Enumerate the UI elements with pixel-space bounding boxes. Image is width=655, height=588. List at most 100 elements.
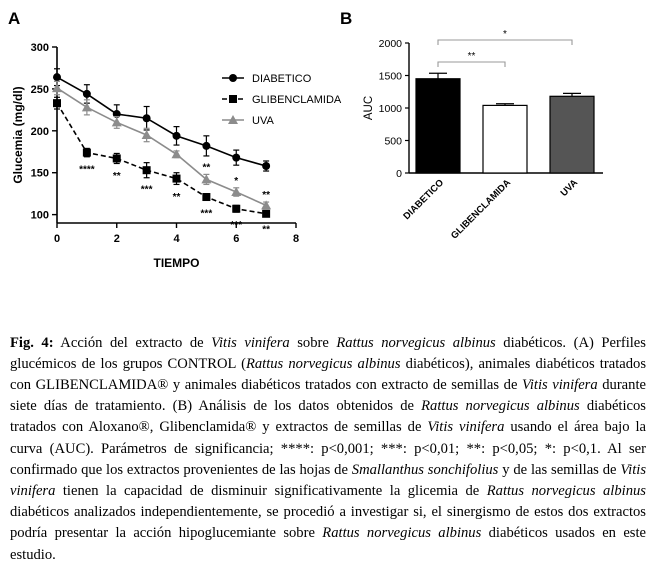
data-point — [81, 102, 92, 112]
data-point — [52, 83, 62, 93]
category-label: GLIBENCLAMIDA — [449, 177, 513, 241]
caption-text: diabéticos), animales diabéticos tratado… — [10, 355, 646, 393]
significance-label: ** — [113, 171, 121, 182]
data-point — [202, 193, 211, 202]
significance-label: ** — [262, 190, 270, 201]
caption-figure-label: Fig. 4: — [10, 334, 54, 351]
x-tick-label: 2 — [114, 233, 120, 245]
legend-marker — [228, 115, 238, 124]
x-tick-label: 8 — [293, 233, 299, 245]
category-label: UVA — [559, 177, 581, 199]
caption-text: durante siete días de tratamiento. (B) A… — [10, 377, 646, 415]
caption-italic-text: Vitis vinifera — [211, 334, 290, 351]
bar-uva — [549, 95, 595, 174]
caption-italic-text: Vitis vinifera — [522, 377, 598, 393]
x-tick-label: 4 — [173, 233, 180, 245]
panel-b-bar-chart: 0 500 1000 1500 2000 AUC DIABETICO GLIBENCLAMID… — [363, 29, 603, 241]
significance-label: ** — [468, 51, 476, 62]
figure-caption: Fig. 4: Acción del extracto de Vitis vin… — [10, 333, 646, 566]
y-tick-label: 1500 — [379, 71, 403, 83]
data-point — [82, 148, 91, 157]
y-tick-label: 2000 — [379, 38, 403, 50]
caption-italic-text: Vitis vinifera — [10, 461, 647, 500]
significance-label: ** — [262, 225, 270, 236]
significance-label: * — [503, 29, 507, 40]
significance-label: *** — [141, 185, 153, 196]
significance-label: *** — [230, 220, 242, 231]
x-tick-label: 6 — [233, 233, 239, 245]
series-glibenclamida: ***************** ** — [53, 96, 271, 236]
data-point — [82, 89, 91, 98]
caption-text: diabéticos tratados con Aloxano®, Gliben… — [10, 398, 646, 436]
significance-label: *** — [201, 208, 213, 219]
data-point — [232, 153, 241, 162]
data-point — [171, 149, 182, 159]
caption-text: Acción del extracto de — [53, 334, 212, 351]
data-point — [262, 162, 271, 171]
significance-bracket — [437, 61, 506, 67]
caption-italic-text: Smallanthus sonchifolius — [351, 461, 499, 478]
y-tick-label: 500 — [384, 136, 402, 148]
data-point — [201, 174, 212, 184]
bar-diabetico — [415, 78, 461, 174]
data-point — [112, 154, 121, 163]
series-line — [56, 76, 267, 167]
significance-label: ** — [202, 162, 210, 173]
significance-label: **** — [79, 165, 95, 176]
y-tick-label: 150 — [31, 168, 49, 180]
caption-italic-text: Rattus norvegicus albinus — [486, 483, 646, 500]
legend-label: GLIBENCLAMIDA — [252, 94, 342, 106]
series-uva: ***** — [52, 80, 272, 210]
y-tick-label: 0 — [396, 168, 402, 180]
data-point — [172, 131, 181, 140]
category-label: DIABETICO — [401, 177, 446, 222]
figure: A B 100 150 200 250 300 0 2 4 6 8 TIEMPO Glucemia (… — [8, 9, 603, 270]
data-point — [262, 209, 271, 218]
y-tick-label: 300 — [31, 42, 49, 54]
data-point — [141, 130, 152, 139]
data-point — [172, 174, 181, 183]
caption-text: sobre — [289, 334, 337, 351]
caption-text: diabéticos analizados independientemente… — [10, 504, 646, 542]
significance-label: * — [234, 176, 238, 187]
panel-b-letter: B — [340, 9, 352, 28]
y-tick-label: 1000 — [379, 103, 403, 115]
legend-label: UVA — [252, 115, 274, 127]
legend-marker — [229, 95, 237, 103]
caption-text: diabéticos. (A) Perfiles glucémicos de l… — [10, 334, 646, 372]
data-point — [53, 99, 61, 108]
caption-text: usando el área bajo la curva (AUC). Pará… — [10, 419, 647, 478]
data-point — [231, 186, 242, 196]
caption-text: y de las semillas de — [498, 461, 621, 478]
caption-text: diabéticos usados en este estudio. — [10, 525, 647, 563]
y-axis-label: AUC — [363, 96, 375, 120]
data-point — [111, 117, 122, 127]
caption-italic-text: Rattus norvegicus albinus — [421, 398, 580, 415]
data-point — [232, 204, 241, 213]
caption-italic-text: Rattus norvegicus albinus — [245, 355, 401, 372]
data-point — [261, 200, 272, 210]
caption-italic-text: Vitis vinifera — [427, 419, 505, 436]
significance-label: ** — [173, 192, 181, 203]
series-line — [56, 87, 267, 207]
legend: DIABETICO GLIBENCLAMIDA UVA — [222, 73, 342, 127]
panel-a-letter: A — [8, 9, 20, 28]
data-point — [142, 114, 151, 123]
bar-glibenclamida — [482, 104, 528, 174]
legend-marker — [229, 74, 237, 82]
figure-svg: A B 100 150 200 250 300 0 2 4 6 8 TIEMPO Glucemia (… — [8, 9, 603, 270]
data-point — [53, 73, 61, 82]
panel-a-line-chart: 100 150 200 250 300 0 2 4 6 8 TIEMPO Glucemia (mg/d… — [11, 42, 342, 270]
data-point — [142, 166, 151, 175]
caption-italic-text: Rattus norvegicus albinus — [322, 525, 482, 542]
data-point — [202, 141, 211, 150]
y-tick-label: 250 — [31, 84, 49, 96]
significance-bracket — [437, 39, 573, 45]
caption-text: tienen la capacidad de disminuir signifi… — [55, 483, 487, 500]
y-axis-label: Glucemia (mg/dl) — [11, 86, 25, 183]
x-tick-label: 0 — [54, 233, 60, 245]
y-tick-label: 200 — [31, 126, 49, 138]
x-axis-label: TIEMPO — [153, 256, 199, 270]
legend-label: DIABETICO — [252, 73, 312, 85]
y-tick-label: 100 — [31, 210, 49, 222]
